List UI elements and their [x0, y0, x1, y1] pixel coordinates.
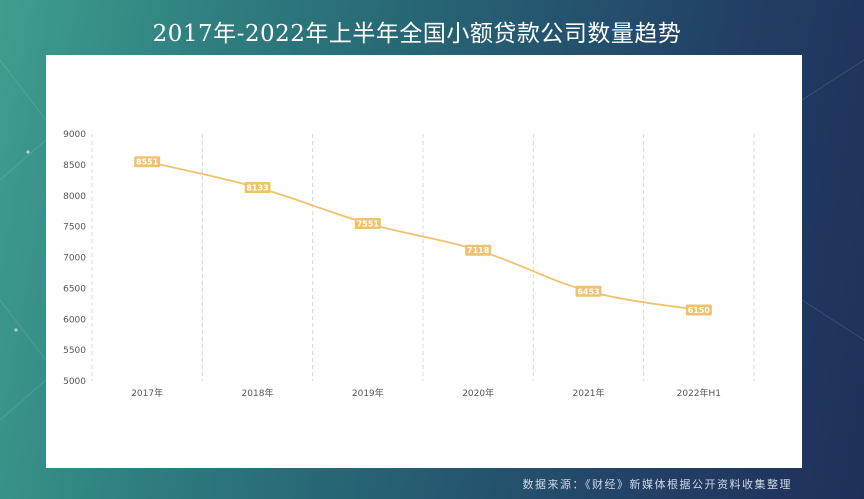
- data-label: 6453: [577, 287, 599, 296]
- data-label-box: [134, 156, 161, 168]
- chart-card: 5000 5500 6000 6500 7000 7500 8000 8500 9000 2017…: [46, 55, 802, 468]
- x-tick-label: 2020年: [462, 387, 494, 399]
- y-tick-label: 7000: [63, 254, 86, 264]
- x-tick-label: 2021年: [573, 387, 605, 399]
- y-tick-label: 5000: [63, 377, 86, 387]
- data-label-box: [685, 304, 712, 316]
- data-source-note: 数据来源：《财经》新媒体根据公开资料收集整理: [522, 478, 792, 491]
- data-label-box: [575, 285, 602, 297]
- data-label-box: [244, 182, 271, 194]
- data-label-box: [354, 217, 381, 229]
- data-label: 8133: [246, 184, 268, 193]
- x-tick-label: 2017年: [131, 387, 163, 399]
- x-tick-label: 2018年: [242, 387, 274, 399]
- x-tick-label: 2022年H1: [677, 387, 721, 399]
- data-label-box: [465, 244, 492, 256]
- y-tick-label: 8500: [63, 161, 86, 171]
- page-title: 2017年-2022年上半年全国小额贷款公司数量趋势: [152, 21, 682, 47]
- y-tick-label: 9000: [63, 130, 86, 140]
- y-tick-label: 7500: [63, 223, 86, 233]
- y-tick-label: 6000: [63, 315, 86, 325]
- x-tick-label: 2019年: [352, 387, 384, 399]
- data-label: 6150: [688, 306, 711, 315]
- data-label: 7118: [467, 246, 490, 255]
- line-chart: 5000 5500 6000 6500 7000 7500 8000 8500 9000 2017…: [63, 130, 755, 399]
- y-tick-label: 6500: [63, 284, 86, 294]
- y-tick-label: 8000: [63, 192, 86, 202]
- data-label: 7551: [357, 219, 380, 228]
- data-label: 8551: [136, 158, 159, 167]
- y-tick-label: 5500: [63, 346, 86, 356]
